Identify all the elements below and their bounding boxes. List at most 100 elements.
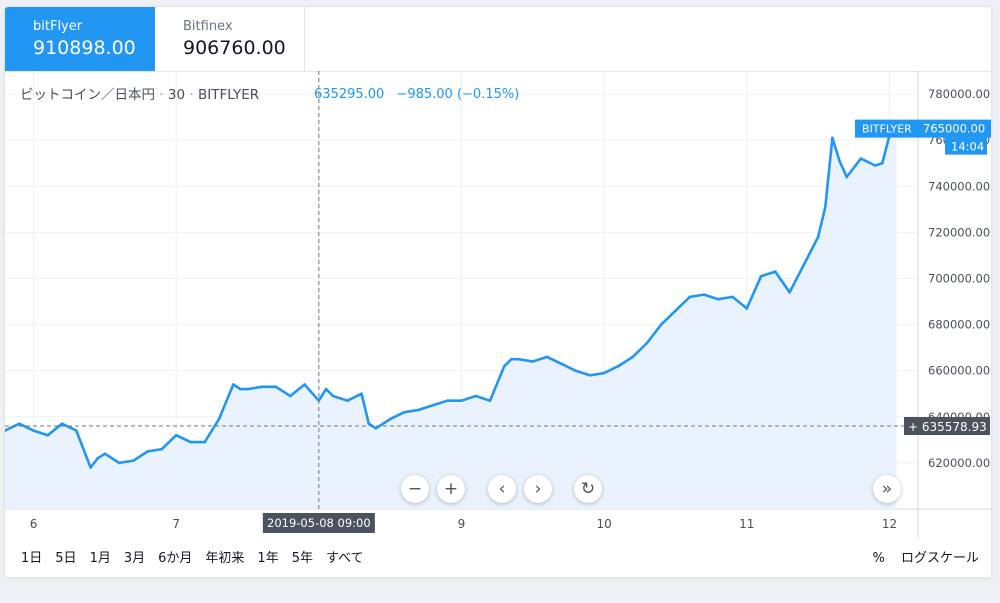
price-chart[interactable]: 620000.00640000.00660000.00680000.007000…	[5, 71, 991, 541]
range-selector: 1日 5日 1月 3月 6か月 年初来 1年 5年 すべて	[21, 547, 377, 566]
chevron-left-icon: ‹	[498, 479, 506, 499]
range-button-3[interactable]: 3月	[123, 551, 146, 566]
price-point	[431, 403, 435, 407]
symbol-name: ビットコイン／日本円	[20, 87, 155, 103]
price-tag-value: 765000.00	[923, 122, 985, 136]
price-point	[17, 422, 21, 426]
price-point	[246, 387, 249, 391]
price-point	[360, 392, 363, 396]
tab-name: bitFlyer	[33, 19, 83, 34]
price-point	[617, 364, 620, 368]
x-tick-label: 12	[882, 517, 897, 531]
price-point	[816, 235, 820, 239]
tab-bitfinex[interactable]: Bitfinex 906760.00	[155, 7, 305, 71]
zoom-out-button[interactable]: −	[401, 475, 429, 503]
price-point	[873, 164, 877, 167]
price-point	[859, 157, 863, 160]
price-point	[274, 385, 278, 389]
price-point	[160, 447, 164, 451]
x-tick-label: 10	[597, 517, 612, 531]
scale-tools: % ログスケール	[860, 547, 979, 566]
chevron-right-icon: ›	[534, 479, 542, 499]
y-tick-label: 740000.00	[928, 179, 990, 193]
range-button-2[interactable]: 1月	[89, 551, 111, 566]
price-point	[502, 364, 506, 368]
price-point	[346, 399, 349, 402]
price-point	[367, 422, 371, 426]
price-point	[174, 433, 178, 437]
price-point	[117, 461, 121, 465]
exchange-tabs: bitFlyer 910898.00 Bitfinex 906760.00	[5, 7, 991, 72]
range-button-5[interactable]: 年初来	[205, 551, 245, 566]
price-point	[96, 456, 100, 460]
interval-label: 30	[167, 87, 186, 103]
price-point	[231, 383, 235, 386]
scroll-to-end-button[interactable]: »	[873, 475, 901, 503]
price-point	[374, 427, 378, 430]
price-point	[189, 440, 192, 444]
price-point	[838, 159, 841, 163]
y-tick-label: 620000.00	[928, 456, 990, 470]
price-point	[331, 394, 335, 398]
crosshair-date-tag	[262, 513, 375, 533]
exchange-label: BITFLYER	[197, 87, 260, 103]
range-button-6[interactable]: 1年	[257, 551, 279, 566]
price-point	[217, 417, 221, 421]
price-point	[631, 355, 634, 359]
range-button-8[interactable]: すべて	[325, 551, 364, 566]
y-tick-label: 680000.00	[928, 318, 990, 332]
price-point	[60, 422, 64, 426]
price-point	[774, 270, 777, 273]
price-point	[239, 387, 242, 391]
price-point	[659, 323, 663, 326]
y-tick-label: 700000.00	[928, 271, 990, 285]
percent-scale-toggle[interactable]: %	[872, 551, 885, 566]
log-scale-toggle[interactable]: ログスケール	[900, 551, 979, 566]
price-point	[545, 355, 549, 359]
price-point	[831, 136, 834, 140]
range-button-0[interactable]: 1日	[21, 551, 43, 566]
symbol-header: ビットコイン／日本円 · 30 · BITFLYER	[20, 87, 260, 103]
x-tick-label: 11	[739, 517, 754, 531]
x-tick-label: 9	[458, 517, 466, 531]
price-point	[388, 417, 392, 421]
price-point	[324, 387, 328, 391]
price-point	[103, 452, 107, 455]
price-point	[802, 263, 806, 266]
zoom-in-button[interactable]: +	[437, 475, 465, 503]
price-point	[32, 429, 35, 432]
reset-icon: ↻	[580, 479, 596, 499]
crosshair-price-tag	[904, 417, 990, 436]
price-point	[688, 295, 692, 299]
x-tick-label: 6	[30, 517, 38, 531]
price-point	[517, 357, 520, 361]
range-button-7[interactable]: 5年	[291, 551, 313, 566]
range-button-1[interactable]: 5日	[55, 551, 77, 566]
price-point	[716, 297, 720, 301]
price-area	[5, 128, 897, 509]
price-point	[881, 161, 884, 165]
tab-bitflyer[interactable]: bitFlyer 910898.00	[5, 7, 155, 71]
price-point	[46, 433, 50, 437]
range-button-4[interactable]: 6か月	[158, 551, 193, 566]
price-point	[474, 394, 478, 398]
tab-name: Bitfinex	[183, 19, 233, 34]
scroll-right-button[interactable]: ›	[524, 475, 552, 503]
price-tag-label-bg	[855, 119, 920, 138]
price-point	[759, 274, 763, 278]
close-value: 635295.00	[314, 87, 385, 102]
price-point	[260, 385, 264, 389]
price-point	[560, 362, 563, 366]
price-point	[445, 399, 449, 402]
reset-chart-button[interactable]: ↻	[574, 475, 602, 503]
price-tag-value-bg	[920, 119, 991, 138]
price-point	[303, 383, 306, 386]
change-value: −985.00 (−0.15%)	[396, 87, 520, 102]
price-point	[702, 293, 706, 296]
price-point	[602, 371, 606, 375]
price-point	[132, 459, 135, 462]
tab-price: 910898.00	[33, 37, 136, 59]
scroll-left-button[interactable]: ‹	[488, 475, 516, 503]
price-point	[674, 309, 677, 313]
y-tick-label: 660000.00	[928, 364, 990, 378]
